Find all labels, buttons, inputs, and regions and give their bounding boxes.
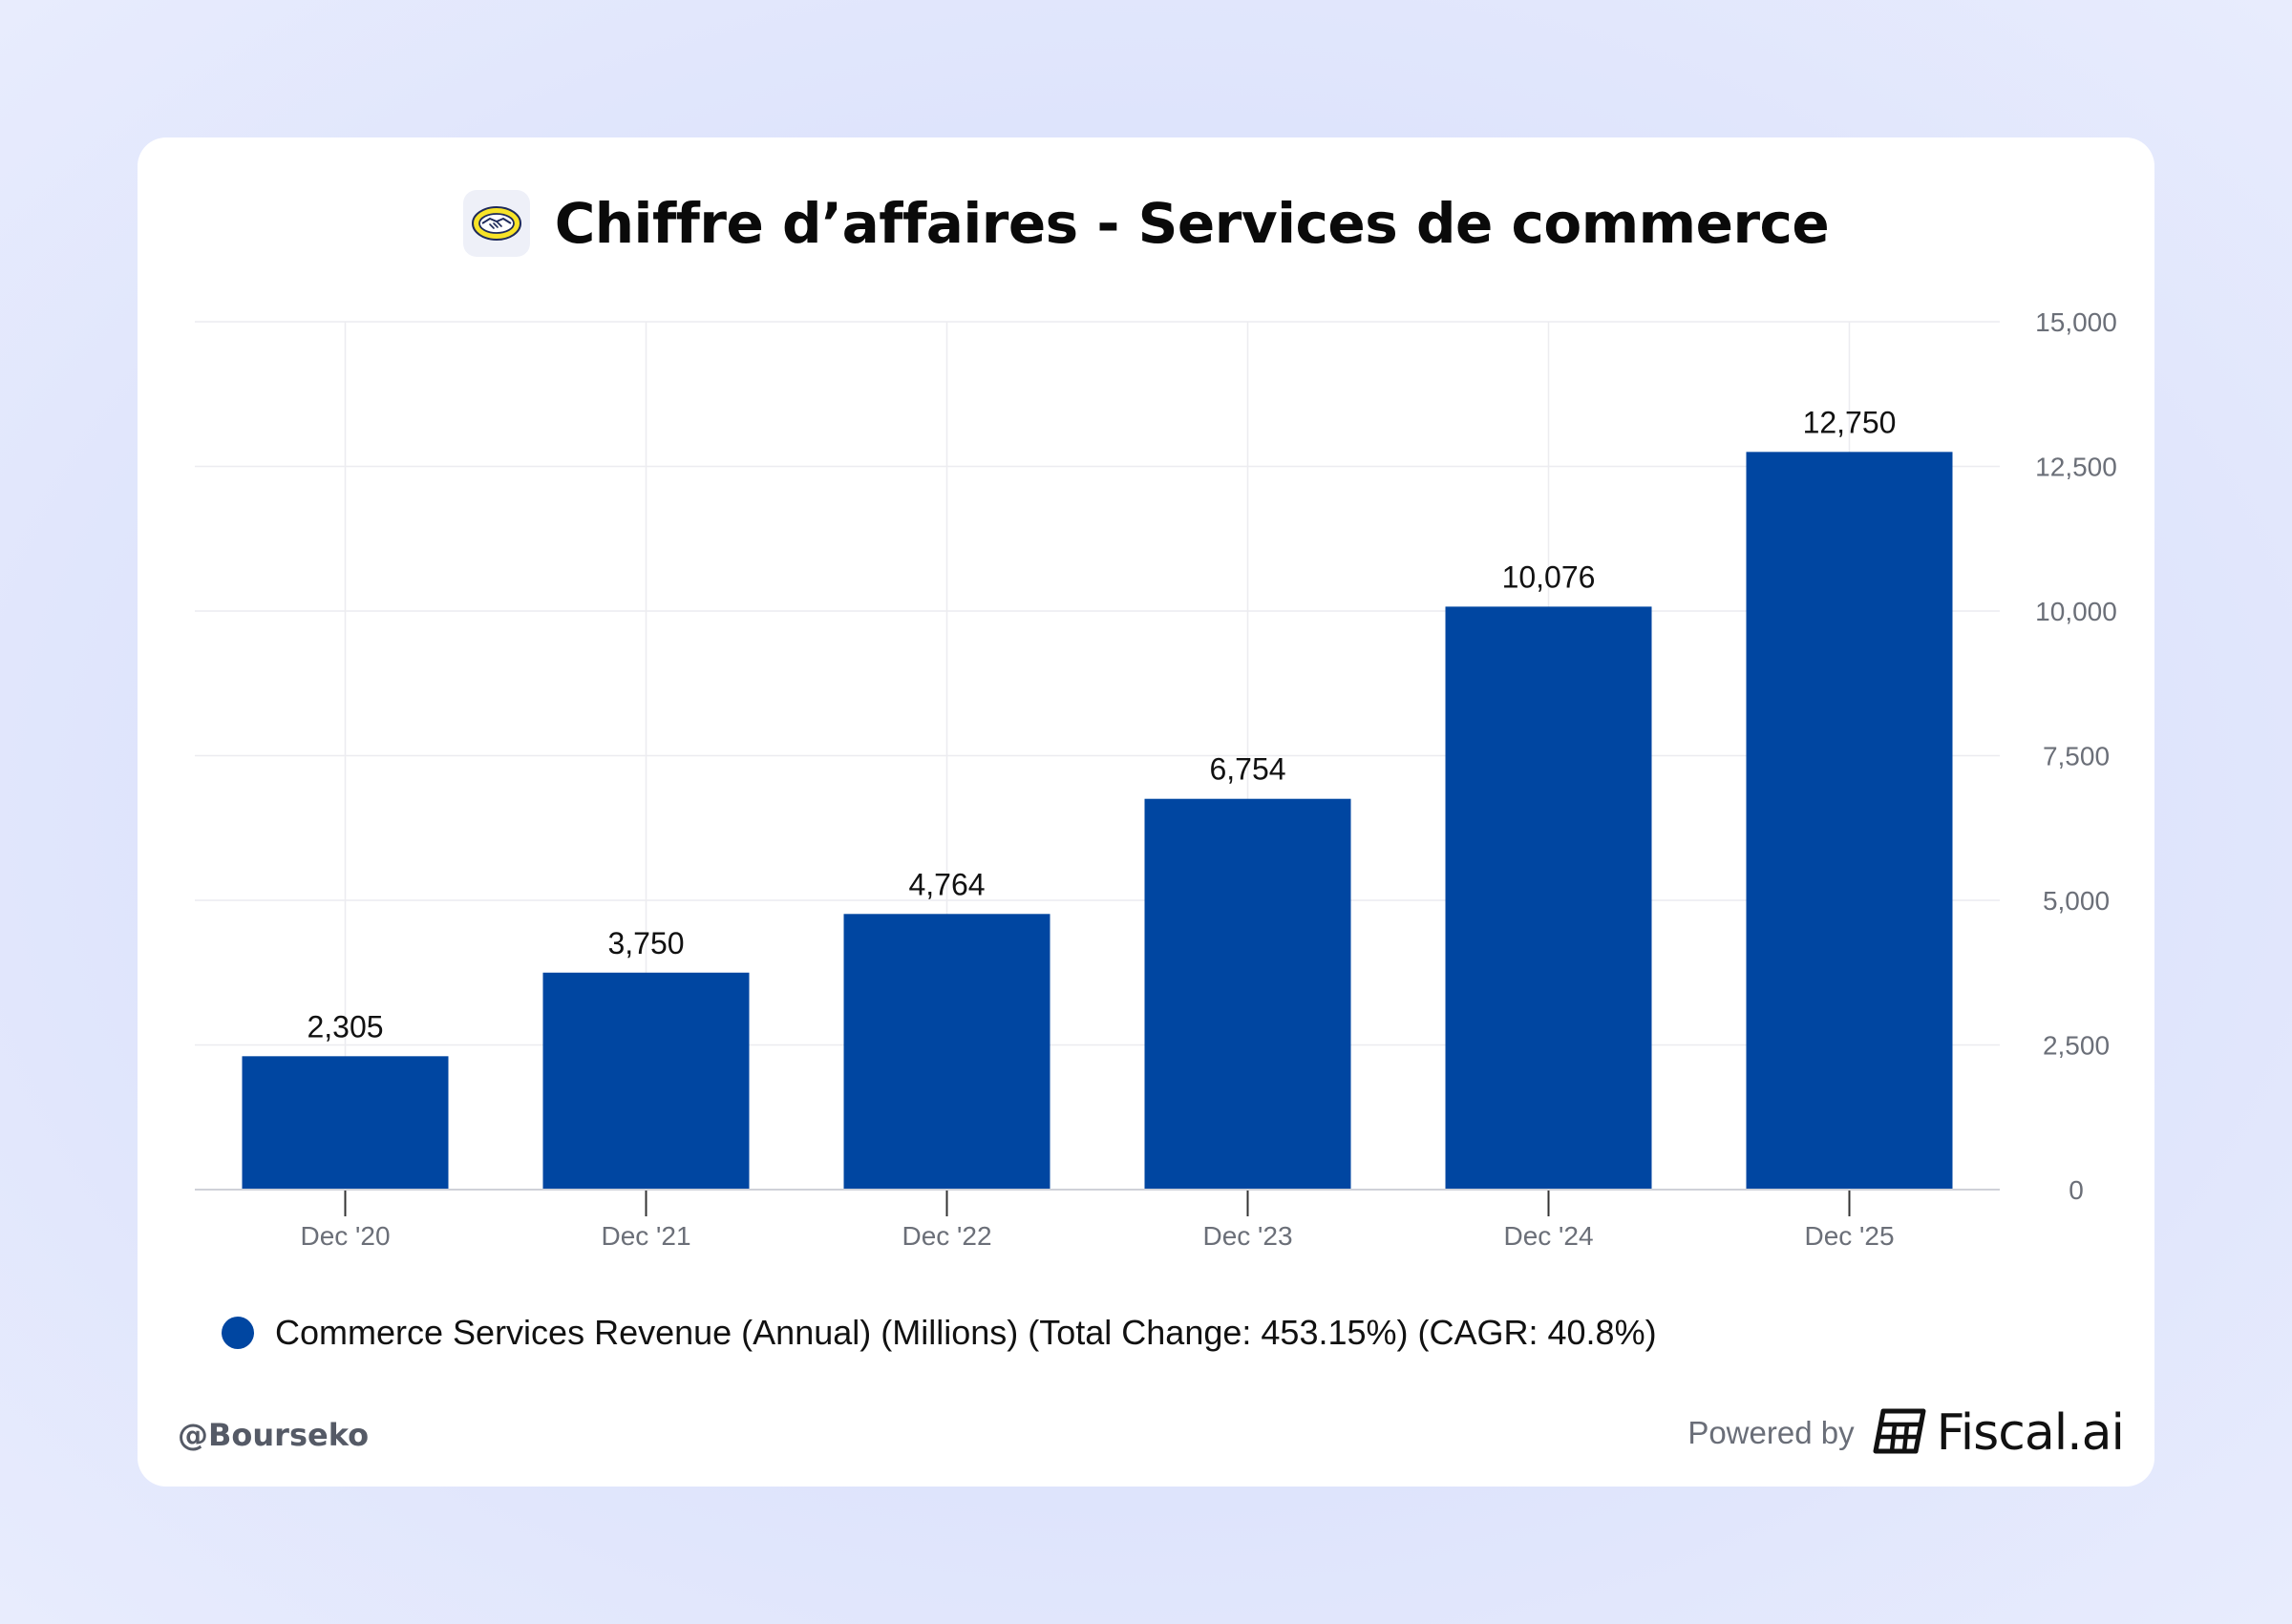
bar (1144, 798, 1351, 1190)
bar (843, 914, 1050, 1190)
title-row: Chiffre d’affaires - Services de commerc… (138, 185, 2154, 262)
y-tick-label: 12,500 (2035, 453, 2117, 482)
data-label: 12,750 (1803, 405, 1897, 439)
x-tick-label: Dec '20 (300, 1221, 390, 1251)
bar (542, 972, 750, 1190)
y-tick-label: 5,000 (2043, 886, 2110, 916)
y-tick-label: 15,000 (2035, 307, 2117, 337)
company-logo-icon (462, 190, 530, 257)
chart-card: Chiffre d’affaires - Services de commerc… (138, 137, 2154, 1487)
x-tick-label: Dec '22 (902, 1221, 991, 1251)
chart-title: Chiffre d’affaires - Services de commerc… (554, 191, 1830, 256)
legend-label: Commerce Services Revenue (Annual) (Mill… (275, 1313, 1657, 1352)
bar-chart: 0 2,500 5,000 7,500 10,000 12,500 15,000 2,305 D… (195, 307, 2117, 1251)
y-tick-label: 7,500 (2043, 742, 2110, 771)
x-tick-label: Dec '21 (601, 1221, 690, 1251)
legend-swatch (222, 1317, 254, 1349)
x-tick-label: Dec '25 (1804, 1221, 1894, 1251)
data-label: 10,076 (1502, 559, 1596, 594)
data-label: 3,750 (607, 926, 684, 960)
bar (1445, 606, 1652, 1190)
fiscal-ai-logo-icon (1872, 1407, 1927, 1460)
data-label: 2,305 (307, 1009, 383, 1044)
y-tick-label: 0 (2069, 1175, 2084, 1205)
fiscal-ai-brand-name: Fiscal.ai (1936, 1404, 2125, 1462)
bar (242, 1056, 449, 1190)
bar (1746, 452, 1953, 1191)
y-tick-label: 2,500 (2043, 1031, 2110, 1061)
y-tick-label: 10,000 (2035, 597, 2117, 626)
x-tick-label: Dec '23 (1202, 1221, 1292, 1251)
legend: Commerce Services Revenue (Annual) (Mill… (222, 1309, 1657, 1357)
author-handle: @Bourseko (178, 1417, 370, 1453)
data-label: 6,754 (1209, 752, 1285, 787)
powered-by-label: Powered by (1687, 1415, 1855, 1450)
data-label: 4,764 (908, 867, 985, 901)
x-tick-label: Dec '24 (1503, 1221, 1593, 1251)
powered-by-badge: Powered by Fiscal.ai (1687, 1400, 2125, 1466)
